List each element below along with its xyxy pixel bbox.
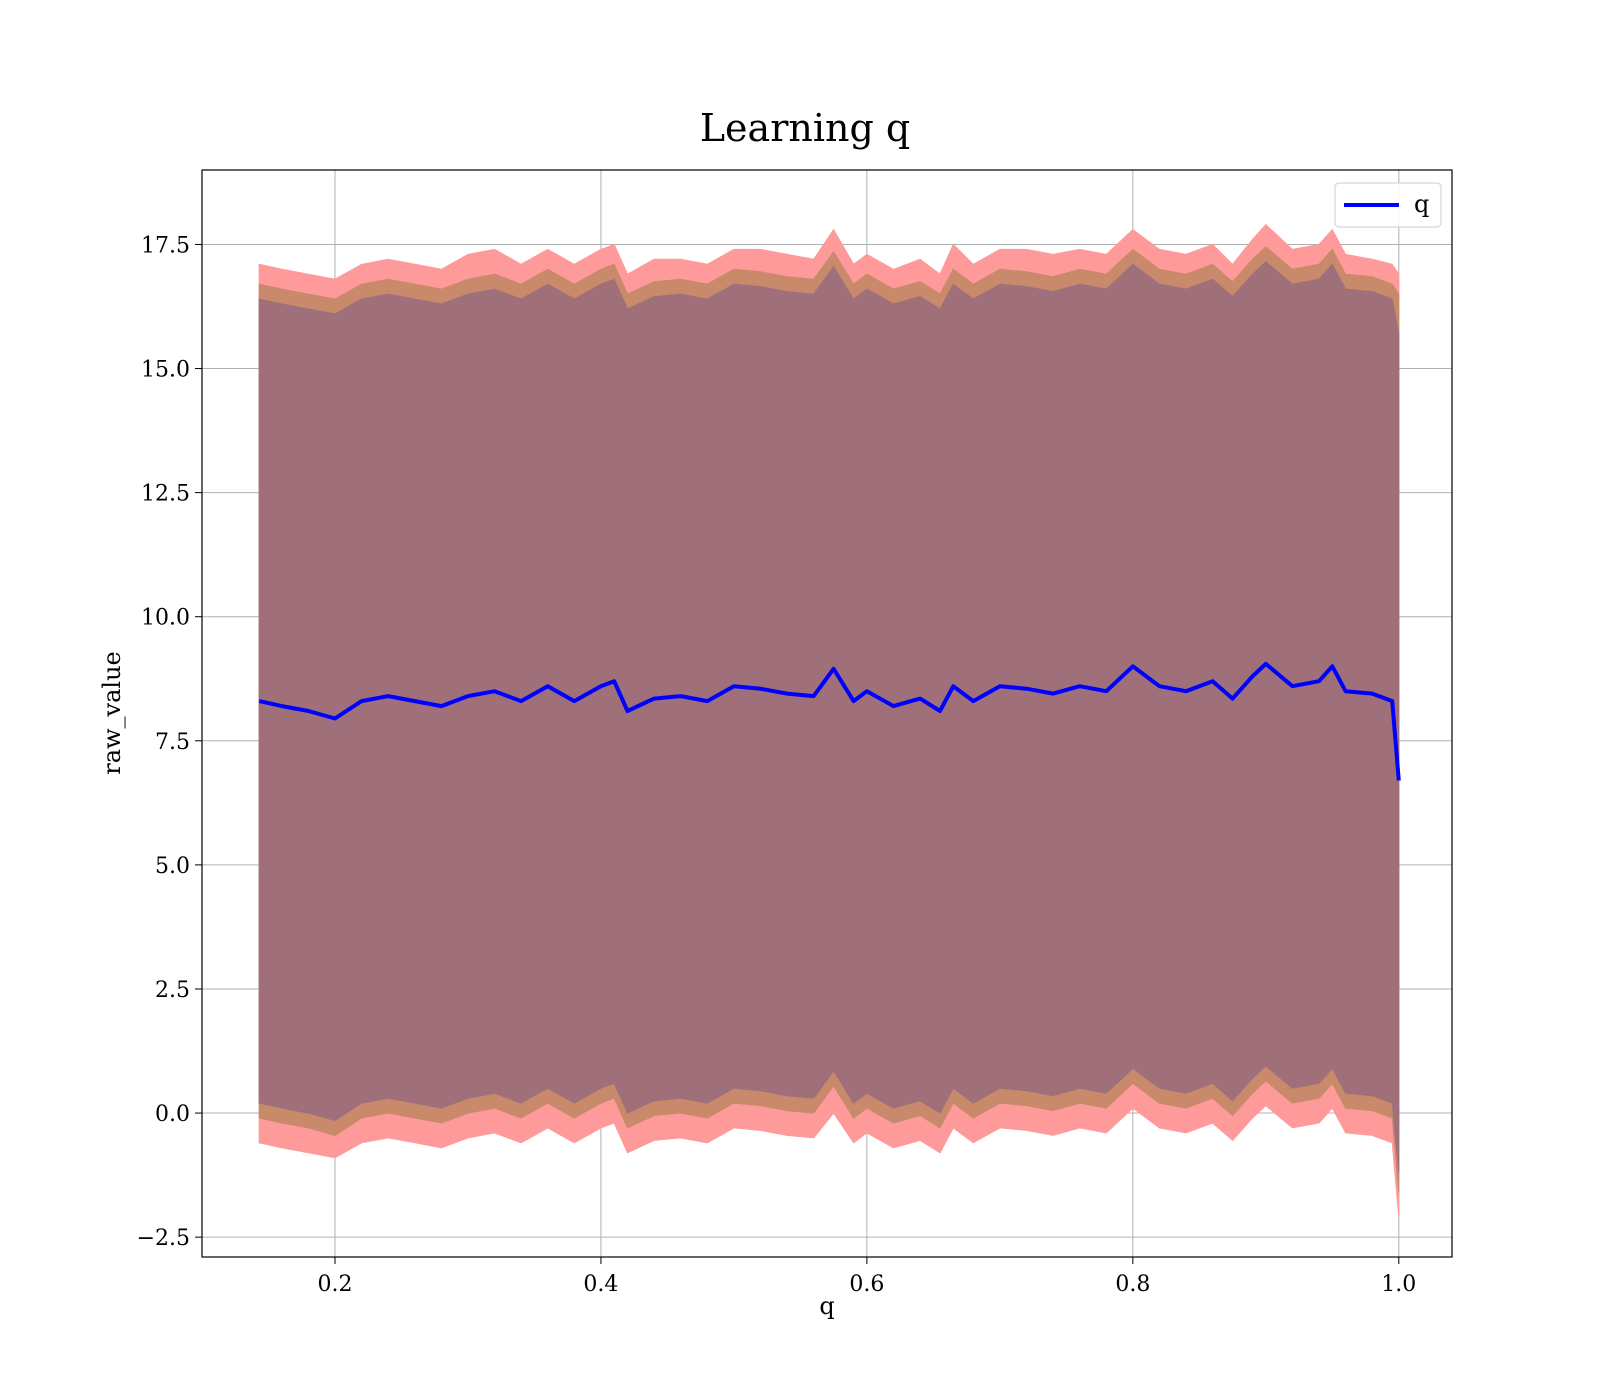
y-tick-label-5: 10.0 [141, 606, 190, 631]
y-tick-label-2: 2.5 [155, 978, 190, 1003]
band-layer [258, 223, 1400, 1218]
legend-label-q: q [1414, 190, 1429, 218]
x-tick-label-4: 1.0 [1381, 1272, 1416, 1297]
y-tick-label-7: 15.0 [141, 358, 190, 383]
line-layer [258, 661, 1401, 781]
series-line-q [258, 661, 1401, 781]
y-tick-label-6: 12.5 [141, 482, 190, 507]
y-tick-label-1: 0.0 [155, 1102, 190, 1127]
plot-frame [201, 169, 1453, 1258]
x-tick-label-3: 0.8 [1115, 1272, 1150, 1297]
y-tick-label-4: 7.5 [155, 730, 190, 755]
y-tick-label-3: 5.0 [155, 854, 190, 879]
y-axis-ticks: −2.5 0.0 2.5 5.0 7.5 10.0 12.5 15.0 17.5 [137, 233, 202, 1251]
x-axis-ticks: 0.2 0.4 0.6 0.8 1.0 [317, 1257, 1416, 1297]
y-tick-label-8: 17.5 [141, 233, 190, 258]
band-inner [258, 261, 1400, 1173]
x-tick-label-1: 0.4 [583, 1272, 618, 1297]
x-tick-label-0: 0.2 [317, 1272, 352, 1297]
x-axis-title: q [819, 1292, 834, 1320]
y-axis-title: raw_value [98, 651, 126, 775]
x-tick-label-2: 0.6 [849, 1272, 884, 1297]
y-tick-label-0: −2.5 [137, 1226, 190, 1251]
legend: q [1334, 182, 1442, 228]
chart-title: Learning q [700, 106, 910, 150]
